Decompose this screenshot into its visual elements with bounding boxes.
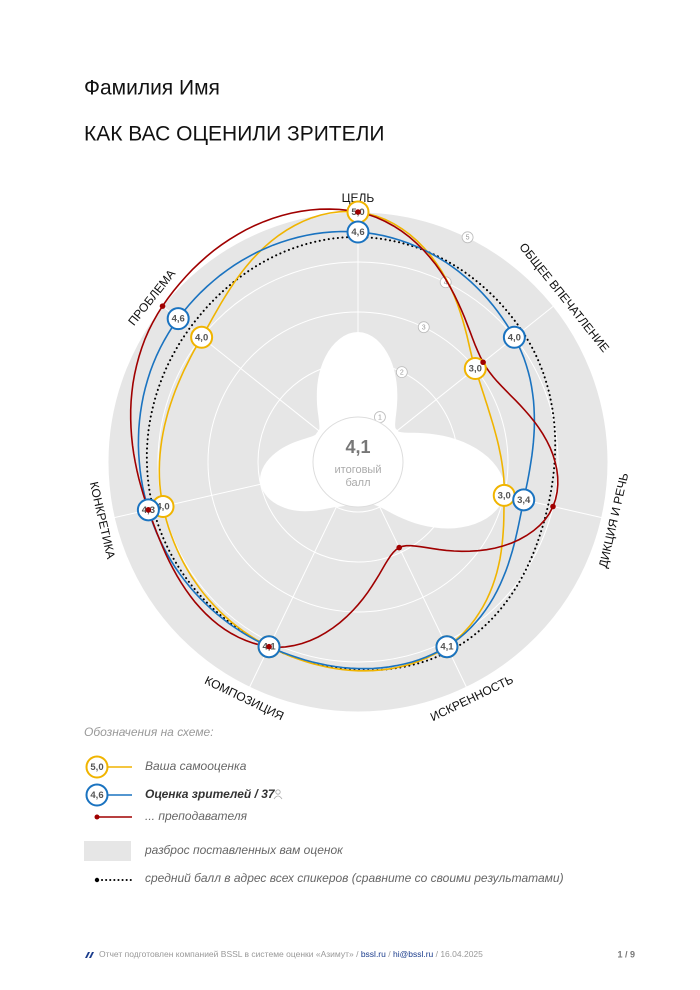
value-label: 4,6 [172,314,185,325]
ring-label-badge [417,321,430,334]
legend-marker [85,755,109,779]
legend-marker-label: 4,6 [90,790,103,801]
legend-title: Обозначения на схеме: [84,725,214,739]
ring-label: 4 [444,280,448,287]
value-marker [502,325,526,349]
total-score: 4,1 [345,437,370,457]
footer-part: / [386,949,393,959]
value-marker [512,488,536,512]
value-dot [145,507,152,513]
footer-part[interactable]: hi@bssl.ru [393,949,434,959]
legend-label: средний балл в адрес всех спикеров (срав… [145,871,564,885]
value-dot [159,303,166,309]
center-disc [312,416,404,508]
value-label: 4,0 [195,332,208,343]
value-label: 3,0 [498,490,511,501]
series-line [137,230,536,670]
axis-line [162,305,324,435]
axis-label: ЦЕЛЬ [342,191,375,205]
legend-swatch [84,841,131,861]
value-label: 4,0 [508,332,521,343]
value-dot [480,359,486,366]
legend-label: ... преподавателя [145,809,248,823]
ring-label: 5 [466,235,470,242]
page-number: 1 / 9 [617,949,635,959]
value-marker [166,307,190,331]
value-label: 4,1 [440,642,454,653]
footer-part: / 16.04.2025 [433,949,483,959]
value-dot [396,544,403,551]
total-caption: балл [345,477,370,489]
value-marker [435,635,459,659]
legend-marker-label: 5,0 [90,762,103,773]
legend-label: Оценка зрителей / 37 [145,787,276,801]
value-label: 4,0 [156,502,169,513]
person-name: Фамилия Имя [84,77,220,100]
viewer-icon [273,795,283,800]
page-title: КАК ВАС ОЦЕНИЛИ ЗРИТЕЛИ [84,123,385,146]
value-marker [346,220,370,244]
total-caption: итоговый [335,464,382,476]
legend-label: Ваша самооценка [145,759,247,773]
footer-part[interactable]: bssl.ru [361,949,386,959]
value-label: 3,0 [469,363,482,374]
legend-dot [94,814,100,820]
ring-label-badge [395,366,408,379]
value-label: 3,4 [517,495,531,506]
value-dot [266,643,272,650]
series-line [129,208,559,649]
value-dot [355,209,361,215]
ring-label-badge [461,231,474,244]
ring-label: 1 [378,414,382,421]
value-marker [190,325,214,349]
legend-marker [85,783,109,807]
legend-label: разброс поставленных вам оценок [144,843,344,857]
logo [85,952,94,958]
ring-label: 3 [422,325,426,332]
value-dot [550,503,556,510]
footer-part: Отчет подготовлен компанией BSSL в систе… [99,949,361,959]
footer-text: Отчет подготовлен компанией BSSL в систе… [99,949,483,959]
value-label: 4,6 [351,227,364,238]
series-line [158,210,506,672]
legend-dot [94,877,100,883]
viewer-icon [275,789,281,795]
ring-label: 2 [400,369,404,376]
